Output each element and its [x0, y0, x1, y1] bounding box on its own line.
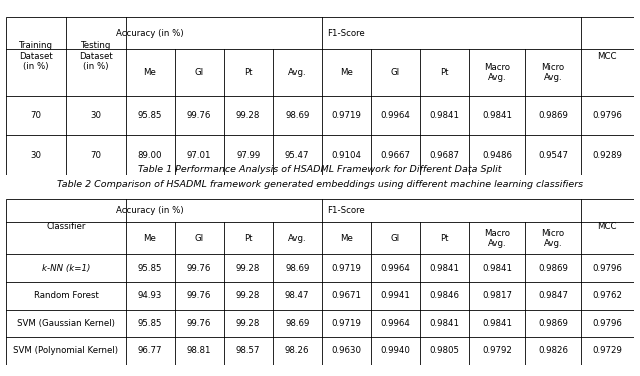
Text: Accuracy (in %): Accuracy (in %): [116, 206, 184, 215]
Text: Micro
Avg.: Micro Avg.: [541, 63, 564, 82]
Text: 0.9547: 0.9547: [538, 151, 568, 159]
Text: 95.85: 95.85: [138, 319, 163, 328]
Text: 0.9841: 0.9841: [482, 264, 512, 273]
Text: F1-Score: F1-Score: [328, 29, 365, 38]
Text: 99.76: 99.76: [187, 111, 211, 120]
Text: 0.9719: 0.9719: [332, 264, 361, 273]
Text: 99.76: 99.76: [187, 264, 211, 273]
Text: 0.9667: 0.9667: [380, 151, 410, 159]
Text: 97.99: 97.99: [236, 151, 260, 159]
Text: 0.9104: 0.9104: [332, 151, 361, 159]
Text: 0.9869: 0.9869: [538, 319, 568, 328]
Text: Me: Me: [143, 234, 157, 243]
Text: 0.9841: 0.9841: [482, 319, 512, 328]
Text: 0.9719: 0.9719: [332, 319, 361, 328]
Text: 0.9826: 0.9826: [538, 346, 568, 355]
Text: Macro
Avg.: Macro Avg.: [484, 63, 510, 82]
Text: 70: 70: [31, 111, 42, 120]
Text: Pt: Pt: [440, 234, 449, 243]
Text: 0.9964: 0.9964: [380, 319, 410, 328]
Text: 0.9841: 0.9841: [429, 111, 460, 120]
Text: Random Forest: Random Forest: [33, 291, 99, 300]
Text: 0.9630: 0.9630: [332, 346, 361, 355]
Text: Table 1 Performance Analysis of HSADML Framework for Different Data Split: Table 1 Performance Analysis of HSADML F…: [138, 165, 502, 174]
Text: 99.28: 99.28: [236, 319, 260, 328]
Text: 70: 70: [90, 151, 101, 159]
Text: 99.28: 99.28: [236, 291, 260, 300]
Text: Macro
Avg.: Macro Avg.: [484, 229, 510, 248]
Text: Gl: Gl: [391, 68, 400, 77]
Text: 0.9805: 0.9805: [429, 346, 460, 355]
Text: 97.01: 97.01: [187, 151, 211, 159]
Text: Me: Me: [143, 68, 157, 77]
Text: 0.9687: 0.9687: [429, 151, 460, 159]
Text: 0.9671: 0.9671: [332, 291, 361, 300]
Text: 0.9792: 0.9792: [482, 346, 512, 355]
Text: 98.81: 98.81: [187, 346, 211, 355]
Text: 99.76: 99.76: [187, 291, 211, 300]
Text: 98.69: 98.69: [285, 111, 309, 120]
Text: Training
Dataset
(in %): Training Dataset (in %): [19, 41, 53, 71]
Text: Avg.: Avg.: [288, 68, 307, 77]
Text: 89.00: 89.00: [138, 151, 163, 159]
Text: 0.9841: 0.9841: [482, 111, 512, 120]
Text: 0.9869: 0.9869: [538, 264, 568, 273]
Text: Accuracy (in %): Accuracy (in %): [116, 29, 184, 38]
Text: 98.69: 98.69: [285, 264, 309, 273]
Text: 95.47: 95.47: [285, 151, 310, 159]
Text: SVM (Polynomial Kernel): SVM (Polynomial Kernel): [13, 346, 118, 355]
Text: F1-Score: F1-Score: [328, 206, 365, 215]
Text: 95.85: 95.85: [138, 111, 163, 120]
Text: 0.9847: 0.9847: [538, 291, 568, 300]
Text: Gl: Gl: [391, 234, 400, 243]
Text: 0.9817: 0.9817: [482, 291, 512, 300]
Text: 0.9762: 0.9762: [593, 291, 622, 300]
Text: 0.9289: 0.9289: [593, 151, 622, 159]
Text: Me: Me: [340, 234, 353, 243]
Text: 99.28: 99.28: [236, 111, 260, 120]
Text: MCC: MCC: [598, 52, 617, 61]
Text: Table 2 Comparison of HSADML framework generated embeddings using different mach: Table 2 Comparison of HSADML framework g…: [57, 180, 583, 189]
Text: 0.9940: 0.9940: [380, 346, 410, 355]
Text: 0.9796: 0.9796: [593, 319, 622, 328]
Text: 0.9719: 0.9719: [332, 111, 361, 120]
Text: 0.9796: 0.9796: [593, 111, 622, 120]
Text: 30: 30: [31, 151, 42, 159]
Text: 0.9796: 0.9796: [593, 264, 622, 273]
Text: 96.77: 96.77: [138, 346, 163, 355]
Text: Me: Me: [340, 68, 353, 77]
Text: 99.28: 99.28: [236, 264, 260, 273]
Text: 0.9964: 0.9964: [380, 264, 410, 273]
Text: 98.47: 98.47: [285, 291, 310, 300]
Text: 99.76: 99.76: [187, 319, 211, 328]
Text: Avg.: Avg.: [288, 234, 307, 243]
Text: 0.9486: 0.9486: [482, 151, 512, 159]
Text: 95.85: 95.85: [138, 264, 163, 273]
Text: Testing
Dataset
(in %): Testing Dataset (in %): [79, 41, 113, 71]
Text: Classifier: Classifier: [46, 222, 86, 231]
Text: 98.57: 98.57: [236, 346, 260, 355]
Text: 0.9941: 0.9941: [380, 291, 410, 300]
Text: Pt: Pt: [440, 68, 449, 77]
Text: 94.93: 94.93: [138, 291, 163, 300]
Text: Pt: Pt: [244, 68, 252, 77]
Text: Gl: Gl: [195, 234, 204, 243]
Text: 98.26: 98.26: [285, 346, 310, 355]
Text: 98.69: 98.69: [285, 319, 309, 328]
Text: 0.9841: 0.9841: [429, 319, 460, 328]
Text: Pt: Pt: [244, 234, 252, 243]
Text: 0.9869: 0.9869: [538, 111, 568, 120]
Text: Micro
Avg.: Micro Avg.: [541, 229, 564, 248]
Text: 30: 30: [90, 111, 101, 120]
Text: 0.9846: 0.9846: [429, 291, 460, 300]
Text: 0.9964: 0.9964: [380, 111, 410, 120]
Text: SVM (Gaussian Kernel): SVM (Gaussian Kernel): [17, 319, 115, 328]
Text: 0.9841: 0.9841: [429, 264, 460, 273]
Text: 0.9729: 0.9729: [593, 346, 622, 355]
Text: k-NN (k=1): k-NN (k=1): [42, 264, 90, 273]
Text: MCC: MCC: [598, 222, 617, 231]
Text: Gl: Gl: [195, 68, 204, 77]
